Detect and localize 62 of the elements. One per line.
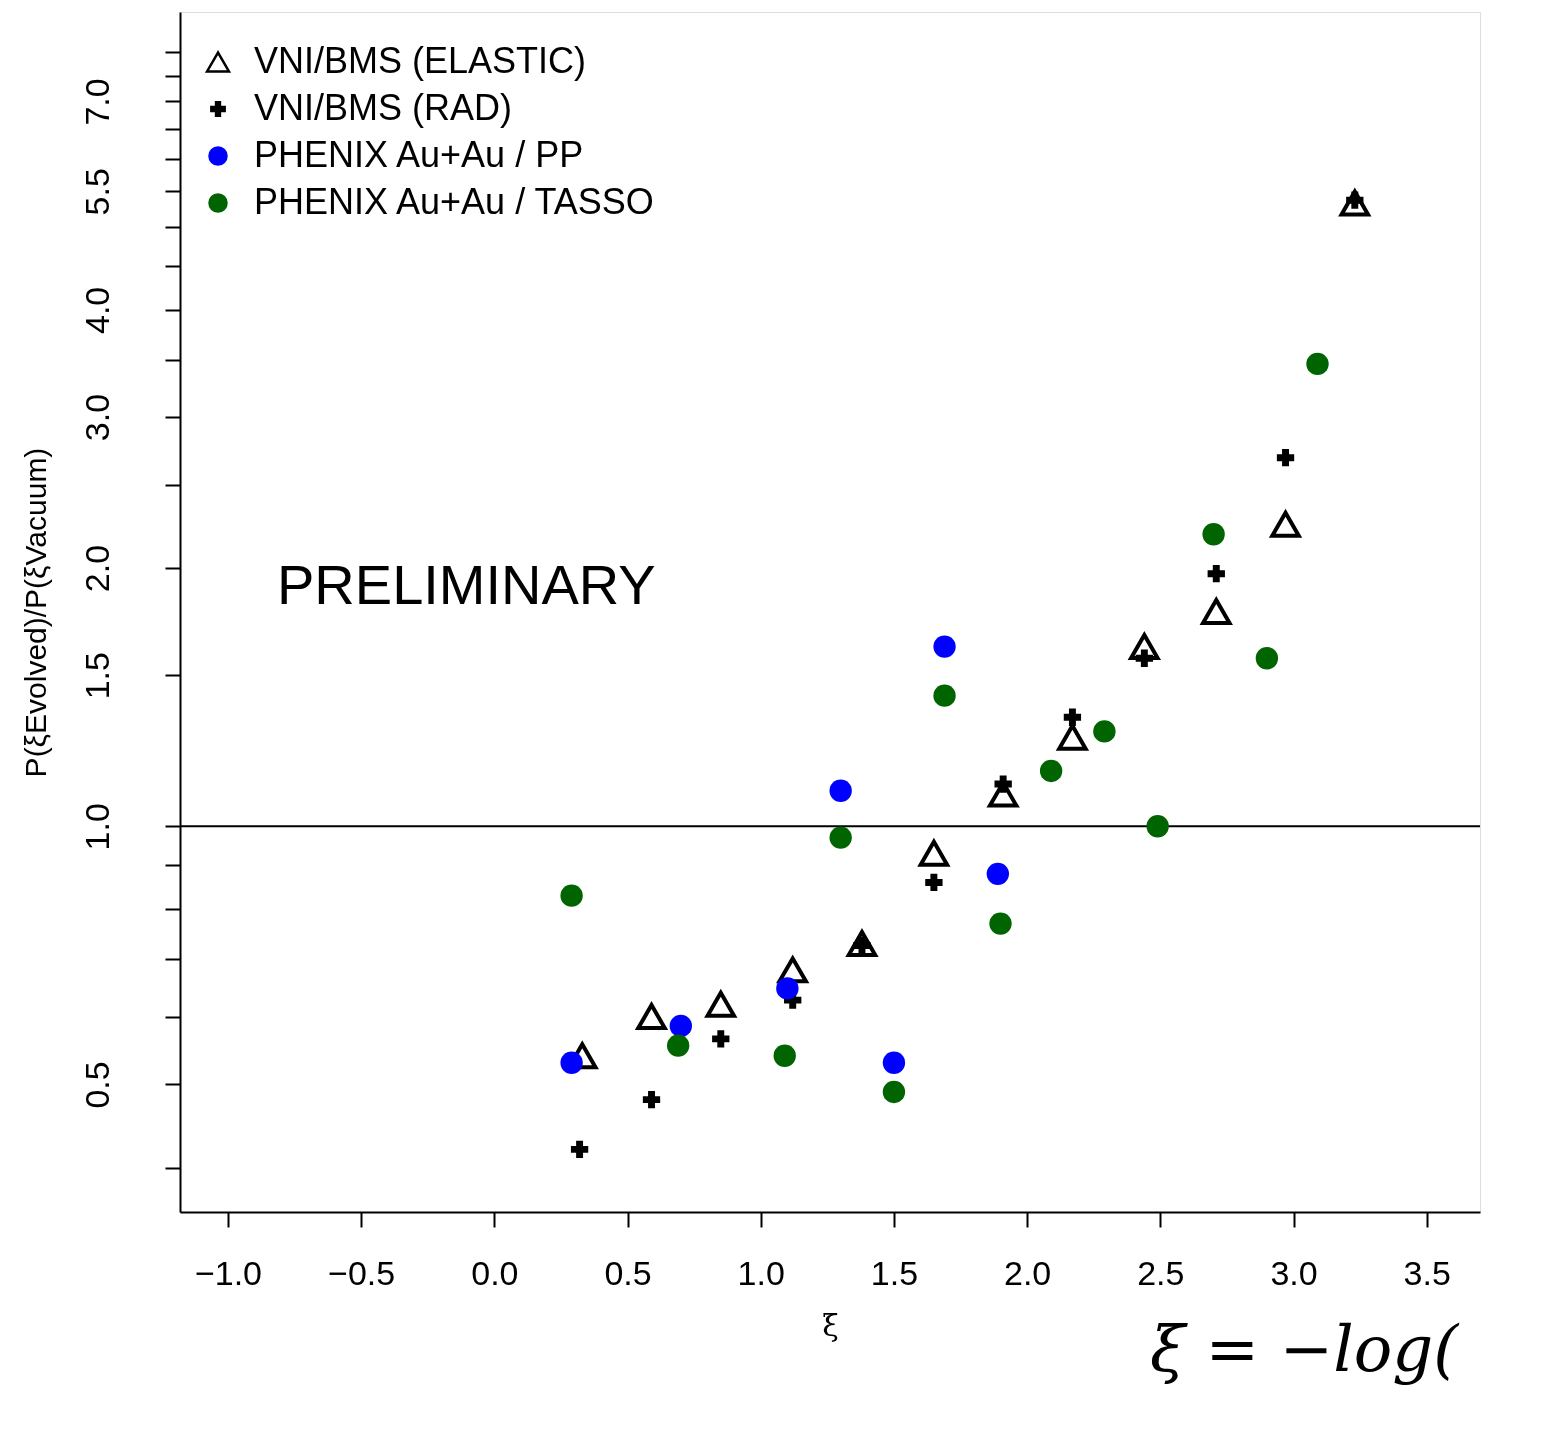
point <box>1207 565 1225 583</box>
x-tick-label: 1.5 <box>870 1253 919 1292</box>
point <box>712 1030 730 1048</box>
x-tick-label: −1.0 <box>194 1253 263 1292</box>
point <box>1129 633 1160 661</box>
text: ξ = −log( <box>1150 1312 1461 1386</box>
point <box>1039 759 1063 783</box>
point <box>776 977 799 1000</box>
x-tick-label: 0.0 <box>471 1253 519 1292</box>
annotation: PRELIMINARY <box>277 553 656 616</box>
point <box>933 684 956 707</box>
legend-label: PHENIX Au+Au / TASSO <box>254 181 654 222</box>
y-tick-label: 2.0 <box>77 544 116 593</box>
point <box>1135 649 1153 667</box>
y-tick-label: 5.5 <box>77 168 116 216</box>
x-tick-label: −0.5 <box>328 1253 396 1292</box>
point <box>666 1034 690 1057</box>
point <box>669 1014 692 1038</box>
point <box>882 1080 906 1104</box>
point <box>642 1090 661 1109</box>
point <box>560 1051 583 1074</box>
x-axis-title: ξ <box>822 1307 839 1343</box>
point <box>1269 508 1302 538</box>
point <box>1306 352 1329 376</box>
y-tick-label: 7.0 <box>77 78 116 126</box>
point <box>829 826 852 849</box>
y-axis-title: P(ξEvolved)/P(ξVacuum) <box>18 447 52 778</box>
point <box>925 873 943 892</box>
point <box>773 1044 796 1067</box>
y-tick-label: 3.0 <box>77 393 116 442</box>
point <box>1146 815 1169 838</box>
point <box>829 779 852 802</box>
point <box>1201 598 1232 625</box>
x-tick-label: 1.0 <box>737 1253 785 1292</box>
point <box>560 884 583 907</box>
y-tick-label: 1.0 <box>77 803 116 851</box>
point <box>933 635 956 658</box>
x-tick-label: 2.5 <box>1137 1253 1185 1292</box>
point <box>994 775 1012 793</box>
point <box>1093 720 1116 743</box>
legend-label: VNI/BMS (RAD) <box>254 87 513 128</box>
y-tick-label: 1.5 <box>77 652 116 700</box>
point <box>989 912 1012 935</box>
point <box>1255 647 1279 670</box>
legend-label: VNI/BMS (ELASTIC) <box>254 40 587 81</box>
x-tick-label: 2.0 <box>1004 1253 1052 1292</box>
x-tick-label: 3.5 <box>1403 1253 1451 1292</box>
y-tick-label: 4.0 <box>77 286 116 335</box>
point <box>636 1003 667 1030</box>
y-tick-label: 0.5 <box>77 1061 116 1109</box>
x-tick-label: 3.0 <box>1270 1253 1318 1292</box>
point <box>570 1140 589 1159</box>
point <box>1276 449 1295 467</box>
point <box>846 930 878 957</box>
x-tick-label: 0.5 <box>604 1253 652 1292</box>
point <box>882 1051 906 1074</box>
point <box>1202 523 1225 546</box>
point <box>986 862 1010 886</box>
point <box>777 956 808 984</box>
legend-label: PHENIX Au+Au / PP <box>254 134 584 175</box>
point <box>1057 723 1088 751</box>
point <box>1063 708 1082 726</box>
